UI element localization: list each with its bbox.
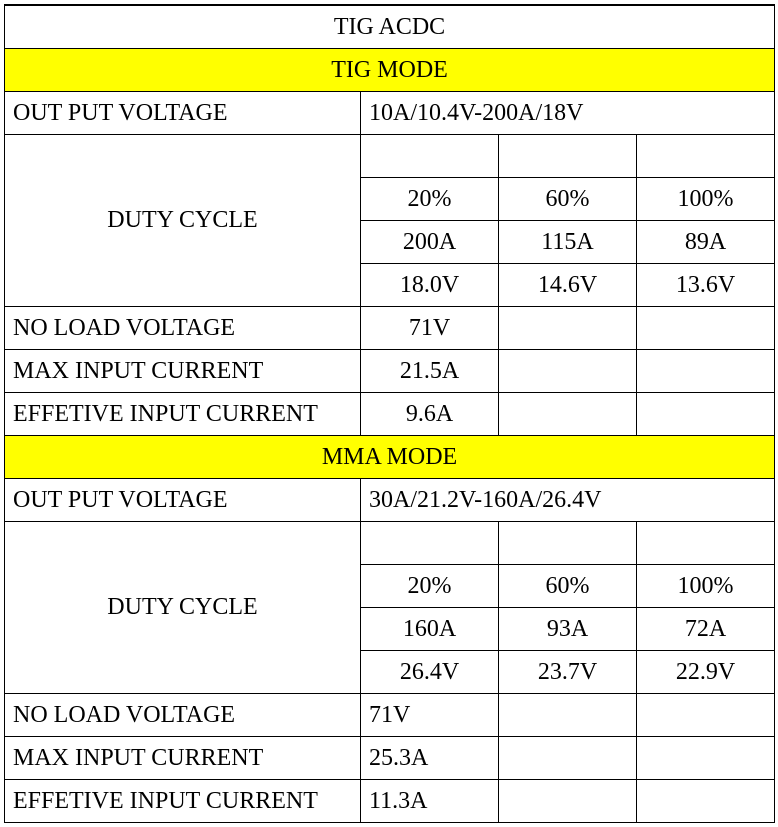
mma-duty-amp-0: 160A: [361, 608, 499, 651]
tig-no-load-voltage-label: NO LOAD VOLTAGE: [5, 307, 361, 350]
table-row: NO LOAD VOLTAGE 71V: [5, 694, 775, 737]
tig-output-voltage-value: 10A/10.4V-200A/18V: [361, 92, 775, 135]
table-row: NO LOAD VOLTAGE 71V: [5, 307, 775, 350]
title-row: TIG ACDC: [5, 5, 775, 49]
tig-max-input-current-value: 21.5A: [361, 350, 499, 393]
tig-effective-input-current-value: 9.6A: [361, 393, 499, 436]
table-row: DUTY CYCLE: [5, 522, 775, 565]
table-row: MAX INPUT CURRENT 21.5A: [5, 350, 775, 393]
tig-duty-volt-1: 14.6V: [499, 264, 637, 307]
empty-cell: [637, 350, 775, 393]
tig-duty-pct-1: 60%: [499, 178, 637, 221]
mma-duty-pct-2: 100%: [637, 565, 775, 608]
tig-mode-header: TIG MODE: [5, 49, 775, 92]
mma-duty-cycle-label: DUTY CYCLE: [5, 522, 361, 694]
mma-duty-volt-2: 22.9V: [637, 651, 775, 694]
mma-mode-header-row: MMA MODE: [5, 436, 775, 479]
empty-cell: [499, 694, 637, 737]
mma-mode-header: MMA MODE: [5, 436, 775, 479]
tig-duty-amp-1: 115A: [499, 221, 637, 264]
mma-effective-input-current-value: 11.3A: [361, 780, 499, 823]
empty-cell: [499, 737, 637, 780]
tig-duty-pct-0: 20%: [361, 178, 499, 221]
tig-duty-volt-2: 13.6V: [637, 264, 775, 307]
spec-table: TIG ACDC TIG MODE OUT PUT VOLTAGE 10A/10…: [4, 4, 775, 823]
empty-cell: [637, 522, 775, 565]
empty-cell: [637, 694, 775, 737]
tig-duty-cycle-label: DUTY CYCLE: [5, 135, 361, 307]
empty-cell: [499, 780, 637, 823]
tig-duty-volt-0: 18.0V: [361, 264, 499, 307]
empty-cell: [499, 522, 637, 565]
mma-output-voltage-value: 30A/21.2V-160A/26.4V: [361, 479, 775, 522]
empty-cell: [499, 393, 637, 436]
tig-effective-input-current-label: EFFETIVE INPUT CURRENT: [5, 393, 361, 436]
empty-cell: [361, 135, 499, 178]
table-row: OUT PUT VOLTAGE 10A/10.4V-200A/18V: [5, 92, 775, 135]
empty-cell: [361, 522, 499, 565]
mma-duty-volt-0: 26.4V: [361, 651, 499, 694]
tig-output-voltage-label: OUT PUT VOLTAGE: [5, 92, 361, 135]
tig-max-input-current-label: MAX INPUT CURRENT: [5, 350, 361, 393]
mma-no-load-voltage-value: 71V: [361, 694, 499, 737]
mma-no-load-voltage-label: NO LOAD VOLTAGE: [5, 694, 361, 737]
empty-cell: [499, 135, 637, 178]
mma-duty-amp-1: 93A: [499, 608, 637, 651]
tig-duty-pct-2: 100%: [637, 178, 775, 221]
mma-max-input-current-value: 25.3A: [361, 737, 499, 780]
mma-output-voltage-label: OUT PUT VOLTAGE: [5, 479, 361, 522]
table-row: OUT PUT VOLTAGE 30A/21.2V-160A/26.4V: [5, 479, 775, 522]
tig-no-load-voltage-value: 71V: [361, 307, 499, 350]
table-row: DUTY CYCLE: [5, 135, 775, 178]
mma-duty-volt-1: 23.7V: [499, 651, 637, 694]
empty-cell: [637, 307, 775, 350]
empty-cell: [499, 350, 637, 393]
empty-cell: [637, 780, 775, 823]
tig-duty-amp-0: 200A: [361, 221, 499, 264]
table-row: MAX INPUT CURRENT 25.3A: [5, 737, 775, 780]
empty-cell: [637, 135, 775, 178]
table-row: EFFETIVE INPUT CURRENT 11.3A: [5, 780, 775, 823]
empty-cell: [637, 737, 775, 780]
mma-duty-pct-1: 60%: [499, 565, 637, 608]
empty-cell: [637, 393, 775, 436]
mma-duty-pct-0: 20%: [361, 565, 499, 608]
mma-duty-amp-2: 72A: [637, 608, 775, 651]
empty-cell: [499, 307, 637, 350]
tig-duty-amp-2: 89A: [637, 221, 775, 264]
table-row: EFFETIVE INPUT CURRENT 9.6A: [5, 393, 775, 436]
mma-max-input-current-label: MAX INPUT CURRENT: [5, 737, 361, 780]
table-title: TIG ACDC: [5, 5, 775, 49]
mma-effective-input-current-label: EFFETIVE INPUT CURRENT: [5, 780, 361, 823]
tig-mode-header-row: TIG MODE: [5, 49, 775, 92]
